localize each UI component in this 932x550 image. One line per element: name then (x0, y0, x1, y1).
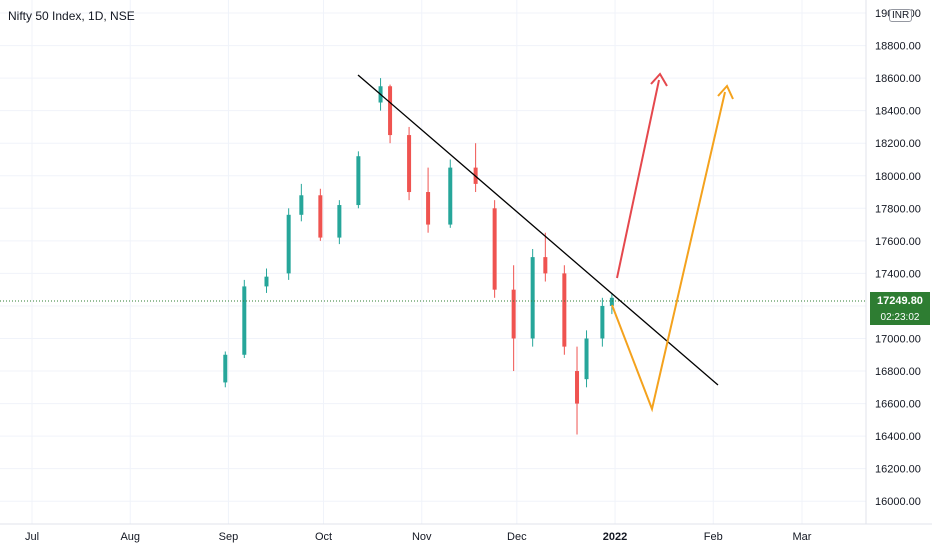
candle-up (337, 200, 342, 245)
grid (0, 0, 866, 524)
candle-down (388, 84, 393, 144)
x-tick-label: Jul (25, 531, 39, 543)
chart-title: Nifty 50 Index, 1D, NSE (8, 9, 135, 23)
candle-down (511, 265, 516, 372)
candle-up (584, 330, 589, 388)
last-price-badge: 17249.80 (870, 292, 930, 310)
y-tick-label: 16000.00 (875, 496, 921, 508)
y-tick-label: 17800.00 (875, 203, 921, 215)
candle-up (356, 151, 361, 209)
candles (223, 78, 614, 435)
red-bullish-arrow[interactable] (616, 72, 668, 279)
y-tick-label: 17400.00 (875, 268, 921, 280)
y-tick-label: 17600.00 (875, 236, 921, 248)
x-tick-label: Sep (219, 531, 239, 543)
candle-up (600, 297, 605, 347)
candle-down (473, 143, 478, 193)
currency-badge[interactable]: INR (889, 9, 913, 22)
candle-up (448, 159, 453, 228)
x-tick-label: Dec (507, 531, 527, 543)
y-tick-label: 16200.00 (875, 464, 921, 476)
candle-up (299, 183, 304, 222)
candle-up (609, 292, 614, 315)
candle-down (426, 167, 431, 233)
candle-down (407, 126, 412, 201)
y-tick-label: 17000.00 (875, 333, 921, 345)
candle-down (492, 200, 497, 298)
y-tick-label: 18000.00 (875, 171, 921, 183)
bar-countdown-badge: 02:23:02 (870, 310, 930, 325)
y-tick-label: 16800.00 (875, 366, 921, 378)
candle-down (575, 346, 580, 435)
resistance-trendline[interactable] (357, 74, 719, 386)
candle-up (264, 268, 269, 293)
candle-up (242, 279, 247, 359)
y-tick-label: 18600.00 (875, 73, 921, 85)
x-tick-label: 2022 (603, 531, 627, 543)
x-tick-label: Mar (793, 531, 812, 543)
y-axis-ticks: 16000.00 16200.00 16400.00 16600.00 16800.00… (875, 8, 921, 508)
x-tick-label: Oct (315, 531, 332, 543)
x-tick-label: Aug (120, 531, 140, 543)
candle-down (543, 232, 548, 282)
candle-up (223, 351, 228, 388)
x-tick-label: Feb (704, 531, 723, 543)
candle-down (562, 265, 567, 355)
y-tick-label: 16600.00 (875, 399, 921, 411)
y-tick-label: 18200.00 (875, 138, 921, 150)
candle-up (530, 248, 535, 347)
candle-down (318, 188, 323, 241)
y-tick-label: 18400.00 (875, 106, 921, 118)
x-axis-ticks: Jul Aug Sep Oct Nov Dec 2022 Feb Mar (25, 531, 812, 543)
y-tick-label: 16400.00 (875, 431, 921, 443)
y-tick-label: 18800.00 (875, 41, 921, 53)
candle-up (286, 208, 291, 280)
x-tick-label: Nov (412, 531, 432, 543)
orange-projection-arrow[interactable] (611, 84, 734, 413)
